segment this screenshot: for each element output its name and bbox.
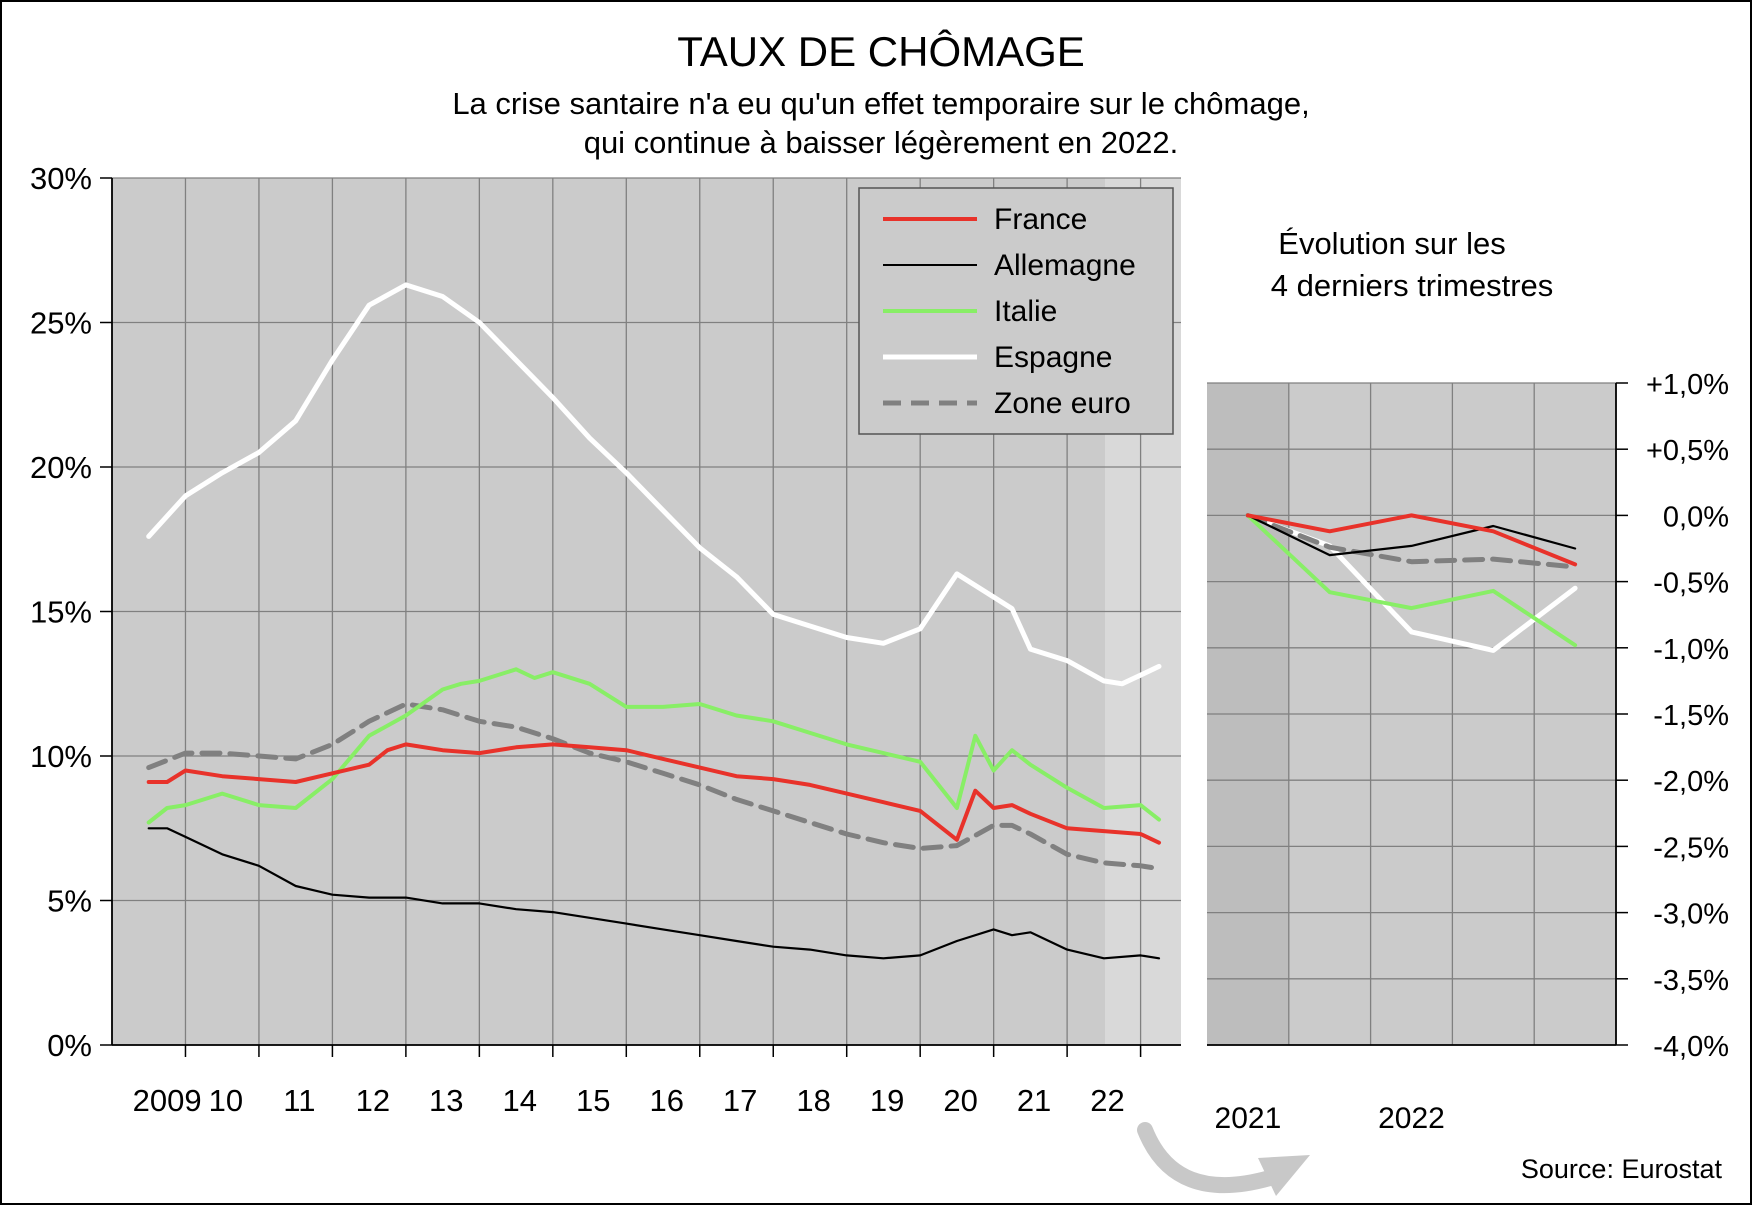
side-y-tick-label: -4,0% (1653, 1031, 1729, 1063)
main-y-tick-label: 25% (30, 306, 92, 341)
main-series-espagne (146, 282, 1162, 687)
main-x-tick-label: 20 (943, 1083, 977, 1118)
main-axes: 0% 5% 10% 15% 20% 25% 30% 2009 10 11 12 13 14 15 16 17 1… (30, 161, 1181, 1118)
side-series-group (1245, 512, 1578, 653)
main-series-group (146, 282, 1162, 960)
main-x-tick-label: 16 (649, 1083, 683, 1118)
side-y-tick-label: +0,5% (1646, 435, 1729, 467)
side-y-tick-label: -2,0% (1653, 766, 1729, 798)
side-y-tick-label: -3,5% (1653, 965, 1729, 997)
main-x-tick-label: 11 (283, 1083, 315, 1118)
side-series-italie (1245, 513, 1578, 648)
legend-label-france: France (994, 203, 1087, 236)
side-axes: +1,0% +0,5% 0,0% -0,5% -1,0% -1,5% -2,0% -2,5% -… (1207, 369, 1729, 1135)
main-x-tick-label: 19 (870, 1083, 904, 1118)
side-y-tick-label: -1,5% (1653, 700, 1729, 732)
main-series-allemagne (147, 827, 1161, 960)
main-x-tick-label: 10 (209, 1083, 243, 1118)
side-y-tick-label: -3,0% (1653, 899, 1729, 931)
main-y-tick-label: 0% (47, 1028, 92, 1063)
chart-subtitle-line1: La crise santaire n'a eu qu'un effet tem… (452, 86, 1309, 121)
side-y-tick-label: 0,0% (1663, 501, 1729, 533)
main-series-france (146, 742, 1161, 845)
legend-label-allemagne: Allemagne (994, 249, 1136, 282)
side-series-zone-euro (1245, 512, 1578, 570)
side-x-tick-label: 2022 (1378, 1102, 1445, 1135)
main-x-tick-label: 12 (356, 1083, 390, 1118)
main-series-italie (146, 667, 1161, 825)
side-y-tick-label: -0,5% (1653, 568, 1729, 600)
main-x-tick-label: 15 (576, 1083, 610, 1118)
side-title-line2: 4 derniers trimestres (1271, 268, 1554, 303)
source-note: Source: Eurostat (1521, 1154, 1723, 1184)
main-x-tick-label: 14 (503, 1083, 537, 1118)
main-y-tick-label: 30% (30, 161, 92, 196)
chart-subtitle-line2: qui continue à baisser légèrement en 202… (584, 125, 1179, 160)
side-series-allemagne (1246, 514, 1577, 557)
side-y-tick-label: -2,5% (1653, 832, 1729, 864)
side-x-tick-label: 2021 (1215, 1102, 1282, 1135)
legend-label-zone-euro: Zone euro (994, 387, 1131, 420)
side-series-france (1245, 513, 1578, 567)
main-x-tick-label: 2009 (133, 1083, 202, 1118)
main-x-tick-label: 18 (796, 1083, 830, 1118)
main-series-zone-euro (146, 701, 1162, 872)
side-y-tick-label: +1,0% (1646, 369, 1729, 401)
main-x-tick-label: 17 (723, 1083, 757, 1118)
side-y-tick-label: -1,0% (1653, 634, 1729, 666)
main-x-tick-label: 13 (429, 1083, 463, 1118)
chart-title: TAUX DE CHÔMAGE (677, 28, 1085, 75)
legend-label-espagne: Espagne (994, 341, 1112, 374)
curved-arrow-icon (1137, 1122, 1310, 1196)
main-y-tick-label: 15% (30, 595, 92, 630)
main-x-tick-label: 21 (1017, 1083, 1051, 1118)
main-y-tick-label: 20% (30, 450, 92, 485)
legend-label-italie: Italie (994, 295, 1057, 328)
main-y-tick-label: 10% (30, 739, 92, 774)
legend: France Allemagne Italie Espagne Zone eur… (858, 187, 1174, 435)
main-y-tick-label: 5% (47, 884, 92, 919)
side-title-line1: Évolution sur les (1278, 226, 1505, 261)
main-x-tick-label: 22 (1090, 1083, 1124, 1118)
